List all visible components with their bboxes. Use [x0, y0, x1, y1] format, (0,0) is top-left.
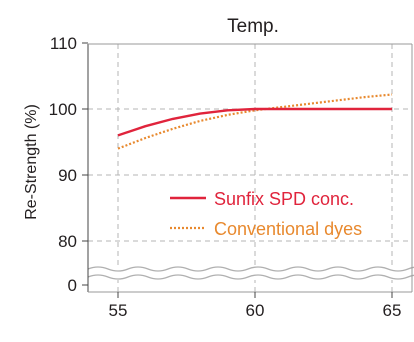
y-tick-label: 0: [68, 276, 77, 295]
y-axis-title: Re-Strength (%): [23, 104, 40, 220]
axis-break-wave-upper: [87, 266, 414, 272]
y-tick-label: 90: [58, 166, 77, 185]
y-tick-label: 100: [49, 100, 77, 119]
x-tick-label: 60: [246, 301, 265, 320]
legend-label: Sunfix SPD conc.: [214, 189, 354, 209]
legend-label: Conventional dyes: [214, 219, 362, 239]
y-tick-label: 110: [50, 34, 77, 53]
axes: 55 60 65 110 100 90 80 0: [49, 34, 413, 320]
x-tick-label: 65: [383, 301, 402, 320]
chart-title: Temp.: [227, 16, 279, 37]
series-layer: [117, 93, 393, 150]
x-tick-label: 55: [109, 301, 128, 320]
legend: Sunfix SPD conc. Conventional dyes: [170, 189, 362, 239]
axis-break: [80, 266, 414, 280]
y-tick-label: 80: [58, 232, 77, 251]
axis-break-wave-lower: [87, 274, 414, 280]
series-line-sunfix-spd-conc: [117, 107, 392, 137]
series-line-conventional-dyes: [117, 93, 393, 150]
grid-layer: [88, 44, 412, 292]
